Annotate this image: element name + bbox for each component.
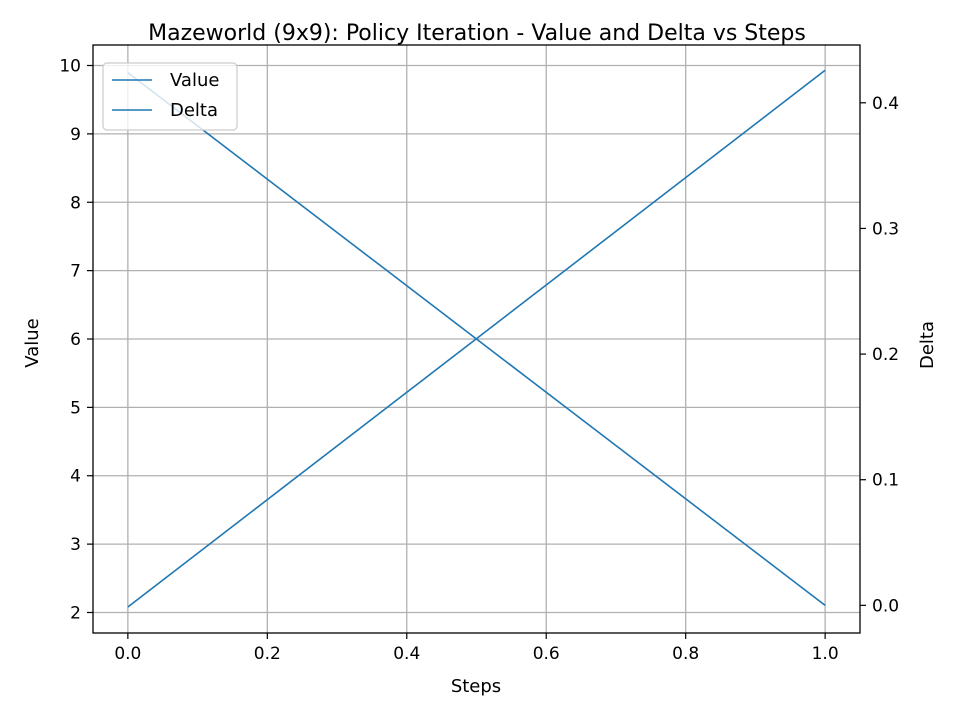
x-tick-label: 0.8 xyxy=(672,644,699,664)
x-tick-label: 0.6 xyxy=(533,644,560,664)
y2-tick-label: 0.2 xyxy=(872,345,899,365)
y-tick-label: 7 xyxy=(70,262,81,282)
x-tick-label: 1.0 xyxy=(812,644,839,664)
x-tick-label: 0.2 xyxy=(254,644,281,664)
y-tick-label: 9 xyxy=(70,125,81,145)
series-line-delta xyxy=(127,72,826,606)
legend: Value Delta xyxy=(102,62,238,131)
y2-tick-label: 0.0 xyxy=(872,596,899,616)
series-lines xyxy=(127,69,826,608)
legend-label-delta: Delta xyxy=(170,100,218,121)
x-axis-label: Steps xyxy=(451,676,501,697)
y-tick-label: 6 xyxy=(70,330,81,350)
y-axis-label: Value xyxy=(22,318,43,367)
x-tick-label: 0.0 xyxy=(114,644,141,664)
y-tick-label: 10 xyxy=(59,57,81,77)
legend-label-value: Value xyxy=(170,70,219,91)
x-tick-label: 0.4 xyxy=(393,644,420,664)
y-tick-label: 2 xyxy=(70,603,81,623)
y-tick-label: 5 xyxy=(70,398,81,418)
y-tick-label: 3 xyxy=(70,535,81,555)
y-tick-label: 8 xyxy=(70,193,81,213)
y2-tick-label: 0.1 xyxy=(872,471,899,491)
y2-tick-label: 0.3 xyxy=(872,219,899,239)
ticks: 0.0 0.2 0.4 0.6 0.8 1.0 2 3 4 5 6 7 8 9 10 0.0 0.1 0.2 0.3… xyxy=(59,57,899,664)
y2-tick-label: 0.4 xyxy=(872,94,899,114)
y2-axis-label: Delta xyxy=(917,321,938,369)
chart-title: Mazeworld (9x9): Policy Iteration - Valu… xyxy=(148,21,806,46)
y-tick-label: 4 xyxy=(70,467,81,487)
